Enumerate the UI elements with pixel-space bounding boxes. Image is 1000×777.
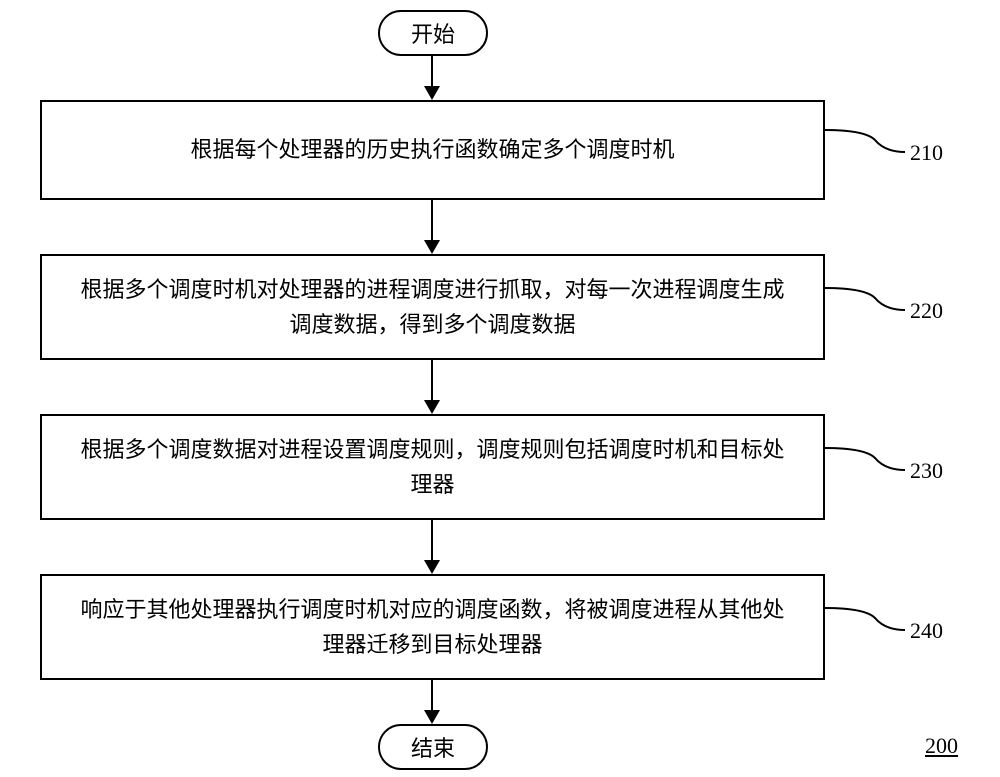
process-step-1: 根据每个处理器的历史执行函数确定多个调度时机: [40, 100, 825, 200]
arrow-head-5: [424, 710, 440, 724]
process-step-4: 响应于其他处理器执行调度时机对应的调度函数，将被调度进程从其他处理器迁移到目标处…: [40, 574, 825, 680]
flowchart-container: 开始 根据每个处理器的历史执行函数确定多个调度时机 210 根据多个调度时机对处…: [0, 0, 1000, 777]
connector-4: [825, 608, 905, 633]
end-label: 结束: [411, 731, 455, 763]
arrow-head-3: [424, 400, 440, 414]
step3-label: 根据多个调度数据对进程设置调度规则，调度规则包括调度时机和目标处理器: [72, 432, 793, 502]
step-number-4: 240: [910, 618, 943, 644]
step2-label: 根据多个调度时机对处理器的进程调度进行抓取，对每一次进程调度生成调度数据，得到多…: [72, 272, 793, 342]
start-terminal: 开始: [378, 10, 488, 56]
arrow-head-4: [424, 560, 440, 574]
step-number-2: 220: [910, 298, 943, 324]
arrow-line-3: [431, 360, 433, 400]
process-step-3: 根据多个调度数据对进程设置调度规则，调度规则包括调度时机和目标处理器: [40, 414, 825, 520]
arrow-head-2: [424, 240, 440, 254]
connector-3: [825, 448, 905, 473]
arrow-line-2: [431, 200, 433, 240]
arrow-line-4: [431, 520, 433, 560]
step1-label: 根据每个处理器的历史执行函数确定多个调度时机: [190, 132, 674, 167]
step-number-3: 230: [910, 458, 943, 484]
connector-1: [825, 130, 905, 155]
process-step-2: 根据多个调度时机对处理器的进程调度进行抓取，对每一次进程调度生成调度数据，得到多…: [40, 254, 825, 360]
end-terminal: 结束: [378, 724, 488, 770]
arrow-head-1: [424, 86, 440, 100]
figure-number: 200: [925, 733, 958, 759]
arrow-line-1: [431, 56, 433, 86]
arrow-line-5: [431, 680, 433, 710]
connector-2: [825, 288, 905, 313]
step4-label: 响应于其他处理器执行调度时机对应的调度函数，将被调度进程从其他处理器迁移到目标处…: [72, 592, 793, 662]
step-number-1: 210: [910, 140, 943, 166]
start-label: 开始: [411, 17, 455, 49]
